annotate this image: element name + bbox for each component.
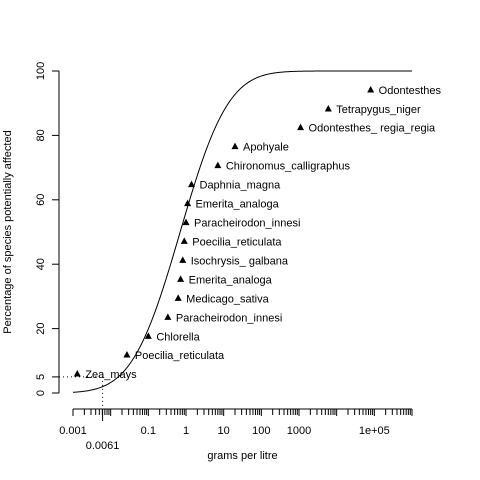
data-point	[123, 351, 131, 358]
x-tick-label: 1000	[287, 425, 311, 437]
data-point	[214, 161, 222, 169]
point-label: Poecilia_reticulata	[135, 350, 225, 362]
data-point	[177, 275, 185, 282]
point-label: Paracheirodon_innesi	[194, 218, 300, 230]
data-point	[164, 313, 172, 320]
x-axis: 0.001 0.1 1 10 100 1000 1e+05 0.0061	[59, 408, 413, 452]
y-axis-title: Percentage of species potentially affect…	[2, 130, 14, 333]
data-point	[184, 199, 192, 207]
point-label: Paracheirodon_innesi	[176, 312, 282, 324]
data-point	[73, 370, 81, 377]
point-label: Daphnia_magna	[200, 180, 282, 192]
data-point	[188, 180, 196, 188]
y-tick-label: 80	[35, 129, 47, 141]
data-point	[297, 123, 305, 131]
point-label: Apohyale	[243, 142, 289, 154]
x-reference-tick-label: 0.0061	[86, 440, 120, 452]
point-labels: Zea_mays Poecilia_reticulata Chlorella Para…	[85, 85, 441, 381]
point-label: Medicago_sativa	[186, 293, 269, 305]
point-label: Odontesthes_ regia_regia	[309, 123, 436, 135]
data-point	[174, 294, 182, 301]
data-point	[182, 218, 190, 226]
x-tick-label: 10	[218, 425, 230, 437]
data-point	[179, 256, 187, 263]
point-label: Poecilia_reticulata	[192, 236, 282, 248]
x-tick-label: 1e+05	[359, 425, 390, 437]
y-tick-label: 20	[35, 322, 47, 334]
y-tick-label: 60	[35, 194, 47, 206]
data-point	[367, 85, 375, 93]
y-axis: 0 5 20 40 60 80 100	[35, 62, 60, 396]
x-tick-label: 0.1	[141, 425, 156, 437]
point-label: Emerita_analoga	[196, 199, 280, 211]
data-point	[324, 104, 332, 112]
x-tick-label: 0.001	[59, 425, 87, 437]
point-label: Isochrysis_ galbana	[191, 255, 289, 267]
point-label: Emerita_analoga	[189, 274, 273, 286]
data-point	[144, 332, 152, 339]
data-points	[73, 85, 375, 377]
x-tick-label: 1	[183, 425, 189, 437]
y-tick-label: 5	[35, 374, 47, 380]
x-tick-label: 100	[252, 425, 270, 437]
x-axis-title: grams per litre	[207, 450, 277, 462]
point-label: Chlorella	[156, 331, 200, 343]
y-tick-label: 40	[35, 258, 47, 270]
y-tick-label: 100	[35, 62, 47, 80]
reference-lines	[59, 376, 104, 409]
y-tick-label: 0	[35, 390, 47, 396]
point-label: Zea_mays	[85, 369, 137, 381]
fitted-curve	[72, 70, 412, 393]
point-label: Odontesthes	[379, 85, 442, 97]
point-label: Chironomus_calligraphus	[226, 161, 351, 173]
data-point	[180, 237, 188, 244]
point-label: Tetrapygus_niger	[336, 104, 421, 116]
data-point	[231, 142, 239, 150]
